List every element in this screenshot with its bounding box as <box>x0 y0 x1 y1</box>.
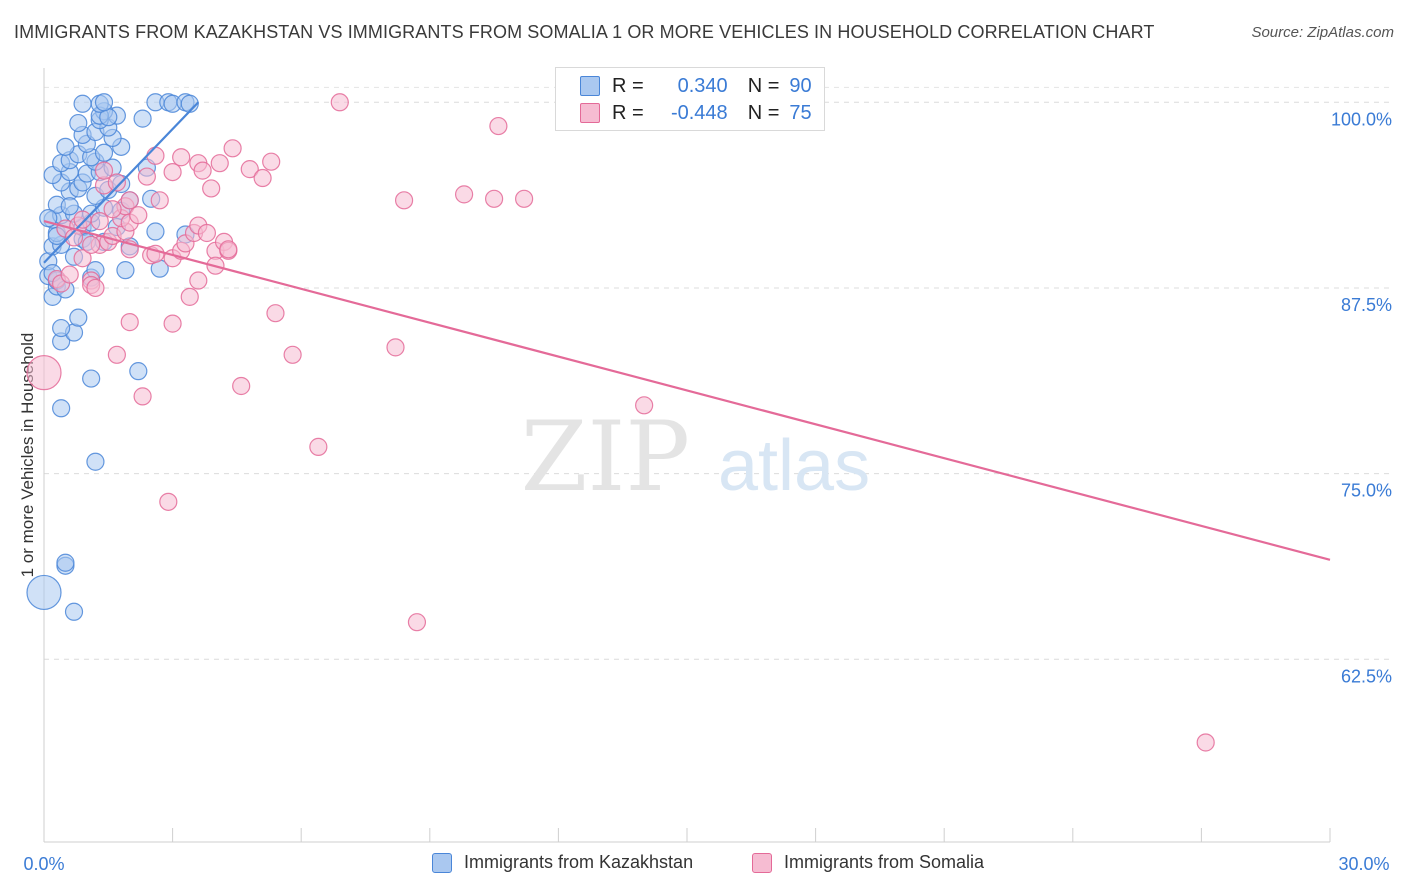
y-tick-label: 100.0% <box>1331 109 1392 129</box>
somalia-point <box>210 154 229 173</box>
chart-title: IMMIGRANTS FROM KAZAKHSTAN VS IMMIGRANTS… <box>14 22 1155 42</box>
n-value: 75 <box>789 101 812 124</box>
somalia-point <box>94 161 114 180</box>
legend-row-kazakhstan: R = 0.340 N = 90 <box>580 74 812 98</box>
kazakhstan-point <box>73 94 92 113</box>
watermark-zip: ZIP <box>521 401 690 513</box>
y-tick-label: 75.0% <box>1341 481 1392 501</box>
kazakhstan-point <box>86 452 105 471</box>
somalia-point <box>86 278 105 298</box>
somalia-point <box>635 396 654 415</box>
r-label: R = <box>612 74 644 97</box>
somalia-point <box>407 613 427 632</box>
somalia-point <box>202 179 221 198</box>
somalia-point <box>26 355 62 391</box>
kazakhstan-point <box>69 113 88 133</box>
somalia-point <box>73 210 92 229</box>
somalia-trend-line <box>43 220 1331 561</box>
kazakhstan-point <box>52 399 71 418</box>
somalia-point <box>163 314 182 333</box>
legend-item-kazakhstan[interactable]: Immigrants from Kazakhstan <box>432 852 693 873</box>
kazakhstan-legend-swatch-icon <box>432 852 452 873</box>
kazakhstan-point <box>129 362 148 381</box>
somalia-point <box>515 189 534 208</box>
n-value: 90 <box>789 74 812 97</box>
somalia-point <box>253 168 272 188</box>
source-credit: Source: ZipAtlas.com <box>1251 24 1394 41</box>
somalia-point <box>1196 733 1215 752</box>
r-value: -0.448 <box>670 101 728 124</box>
somalia-point <box>197 223 216 243</box>
somalia-point <box>219 240 238 259</box>
kazakhstan-point <box>69 308 88 327</box>
somalia-point <box>386 338 405 357</box>
x-tick-label-max: 30.0% <box>1338 854 1389 874</box>
kazakhstan-point <box>60 197 79 216</box>
somalia-point <box>309 437 328 456</box>
somalia-point <box>129 206 148 225</box>
kazakhstan-point <box>56 553 75 572</box>
r-value: 0.340 <box>677 74 728 97</box>
series-legend: Immigrants from Kazakhstan Immigrants fr… <box>0 852 1406 878</box>
kazakhstan-point <box>56 137 75 156</box>
somalia-point <box>330 93 349 112</box>
somalia-point <box>60 265 79 284</box>
r-label: R = <box>612 101 644 124</box>
somalia-point <box>266 304 285 323</box>
kazakhstan-point <box>133 109 152 128</box>
somalia-point <box>90 212 109 231</box>
y-tick-label: 87.5% <box>1341 295 1392 315</box>
kazakhstan-point <box>146 222 165 241</box>
somalia-point <box>107 173 126 192</box>
legend-row-somalia: R = -0.448 N = 75 <box>580 101 812 125</box>
somalia-point <box>283 345 302 364</box>
somalia-point <box>240 160 259 179</box>
kazakhstan-point <box>94 143 114 162</box>
y-tick-label: 62.5% <box>1341 666 1392 686</box>
somalia-point <box>189 271 208 290</box>
kazakhstan-point <box>116 261 135 280</box>
somalia-point <box>180 287 199 306</box>
somalia-point <box>489 116 508 136</box>
somalia-point <box>82 235 101 254</box>
kazakhstan-point <box>94 93 114 112</box>
somalia-point <box>150 191 169 210</box>
somalia-point <box>133 387 152 406</box>
kazakhstan-point <box>82 369 101 388</box>
somalia-point <box>485 189 504 208</box>
somalia-point <box>232 376 251 396</box>
kazakhstan-trend-line <box>43 101 200 264</box>
somalia-point <box>163 162 182 182</box>
kazakhstan-point <box>26 574 62 611</box>
kazakhstan-point <box>64 602 84 621</box>
x-tick-label-min: 0.0% <box>23 854 64 874</box>
somalia-point <box>193 161 212 180</box>
somalia-point <box>159 492 178 511</box>
somalia-point <box>454 185 474 204</box>
n-label: N = <box>747 101 780 124</box>
somalia-point <box>107 345 126 364</box>
somalia-point <box>223 139 242 158</box>
somalia-legend-swatch-icon <box>752 852 772 873</box>
correlation-legend: R = 0.340 N = 90 R = -0.448 N = 75 <box>555 67 825 131</box>
legend-label-kazakhstan: Immigrants from Kazakhstan <box>464 852 694 872</box>
somalia-point <box>137 167 156 186</box>
kazakhstan-point <box>52 318 71 338</box>
kazakhstan-swatch-icon <box>580 76 600 96</box>
somalia-point <box>73 249 92 268</box>
legend-item-somalia[interactable]: Immigrants from Somalia <box>752 852 984 873</box>
watermark-atlas: atlas <box>718 426 870 506</box>
somalia-point <box>120 191 139 210</box>
n-label: N = <box>747 74 780 97</box>
somalia-point <box>172 148 191 167</box>
somalia-point <box>394 191 414 210</box>
somalia-point <box>103 200 122 219</box>
somalia-swatch-icon <box>580 103 600 123</box>
somalia-point <box>120 313 139 332</box>
legend-label-somalia: Immigrants from Somalia <box>784 852 985 872</box>
somalia-point <box>146 146 165 165</box>
somalia-point <box>262 152 281 171</box>
